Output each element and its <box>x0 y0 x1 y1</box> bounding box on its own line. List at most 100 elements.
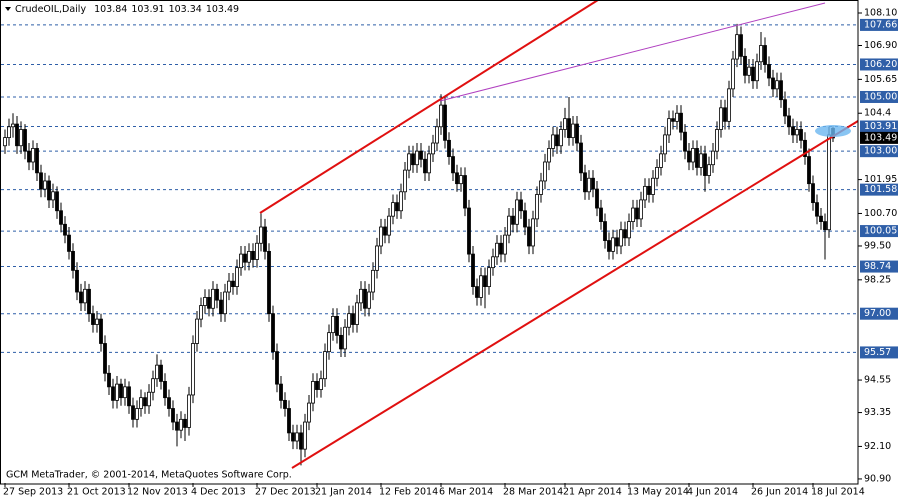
chart-header: CrudeOIL,Daily 103.84 103.91 103.34 103.49 <box>15 4 239 15</box>
candle-body <box>355 302 359 325</box>
candle-body <box>651 177 655 195</box>
candle-body <box>151 378 155 393</box>
candle-body <box>607 240 611 252</box>
trend-line <box>439 2 826 102</box>
candle-body <box>211 288 215 309</box>
candle-body <box>367 291 371 309</box>
candle-body <box>539 180 543 195</box>
candle-body <box>147 391 151 407</box>
y-tick-label: 101.95 <box>864 174 897 185</box>
candle-body <box>451 156 455 174</box>
candle-body <box>515 199 519 225</box>
candle-body <box>19 129 23 147</box>
candle-body <box>67 234 71 252</box>
candle-body <box>755 61 759 82</box>
candle-body <box>115 383 119 401</box>
candle-body <box>667 118 671 136</box>
level-label: 103.00 <box>864 146 897 157</box>
candle-body <box>215 288 219 301</box>
candle-body <box>635 207 639 220</box>
candle-body <box>823 221 827 231</box>
plot-frame <box>0 0 859 485</box>
level-label-box <box>860 120 898 133</box>
candle-body <box>63 223 67 236</box>
y-tick-label: 106.90 <box>864 40 897 51</box>
candle-body <box>499 242 503 255</box>
candle-body <box>643 185 647 201</box>
candle-body <box>815 202 819 217</box>
candle-body <box>387 215 391 236</box>
candle-body <box>531 218 535 247</box>
candle-body <box>427 153 431 174</box>
candle-body <box>787 115 791 128</box>
level-label-box <box>860 346 898 359</box>
candle-body <box>403 169 407 193</box>
x-tick-label: 21 Jan 2014 <box>315 487 372 498</box>
x-tick-label: 6 Mar 2014 <box>439 487 493 498</box>
candle-body <box>155 364 159 380</box>
candle-body <box>379 226 383 247</box>
symbol: CrudeOIL,Daily <box>15 4 86 15</box>
candle-body <box>39 172 43 190</box>
candle-body <box>479 275 483 298</box>
candle-body <box>615 237 619 247</box>
level-label: 103.91 <box>864 121 897 132</box>
level-label-box <box>860 183 898 196</box>
candle-body <box>743 55 747 76</box>
candle-body <box>655 167 659 179</box>
x-tick-label: 27 Sep 2013 <box>3 487 63 498</box>
candle-body <box>315 381 319 390</box>
y-tick-label: 93.35 <box>864 407 891 418</box>
level-label-box <box>860 58 898 71</box>
candle-body <box>675 112 679 122</box>
y-tick-label: 94.55 <box>864 375 891 386</box>
candle-body <box>751 66 755 82</box>
candle-body <box>171 408 175 423</box>
candle-body <box>283 399 287 409</box>
candle-body <box>131 405 135 420</box>
candle-body <box>291 432 295 442</box>
candle-body <box>687 150 691 163</box>
candle-body <box>111 386 115 401</box>
candle-body <box>71 250 75 271</box>
candle-body <box>555 134 559 147</box>
candle-body <box>471 253 475 288</box>
candle-body <box>343 326 347 350</box>
level-label-box <box>860 145 898 158</box>
candle-body <box>103 343 107 374</box>
candle-body <box>767 64 771 79</box>
candle-body <box>463 175 467 209</box>
candle-body <box>107 372 111 388</box>
candle-body <box>23 129 27 152</box>
candle-body <box>51 191 55 201</box>
y-tick-label: 100.70 <box>864 208 897 219</box>
candle-body <box>639 199 643 220</box>
axis: 108.10 106.90 105.65 104.4 101.95 100.70 99.50… <box>3 8 898 498</box>
candle-body <box>219 299 223 315</box>
level-label: 95.57 <box>864 347 891 358</box>
x-tick-label: 28 Mar 2014 <box>503 487 563 498</box>
candle-body <box>695 148 699 168</box>
candle-body <box>243 253 247 263</box>
candle-body <box>79 291 83 304</box>
x-tick-label: 21 Apr 2014 <box>563 487 622 498</box>
candle-body <box>475 286 479 298</box>
candle-body <box>791 126 795 136</box>
candle-body <box>203 297 207 306</box>
candle-body <box>375 245 379 271</box>
candle-body <box>811 183 815 204</box>
candle-body <box>535 194 539 220</box>
low-value: 103.34 <box>169 4 202 15</box>
candle-body <box>567 118 571 139</box>
menu-arrow[interactable] <box>5 7 11 11</box>
candle-body <box>435 126 439 144</box>
x-tick-label: 4 Jun 2014 <box>687 487 738 498</box>
candle-body <box>483 275 487 288</box>
candle-body <box>351 313 355 325</box>
candle-body <box>723 107 727 122</box>
candle-body <box>91 313 95 325</box>
candle-body <box>123 386 127 399</box>
candle-body <box>259 226 263 244</box>
candle-body <box>455 172 459 185</box>
